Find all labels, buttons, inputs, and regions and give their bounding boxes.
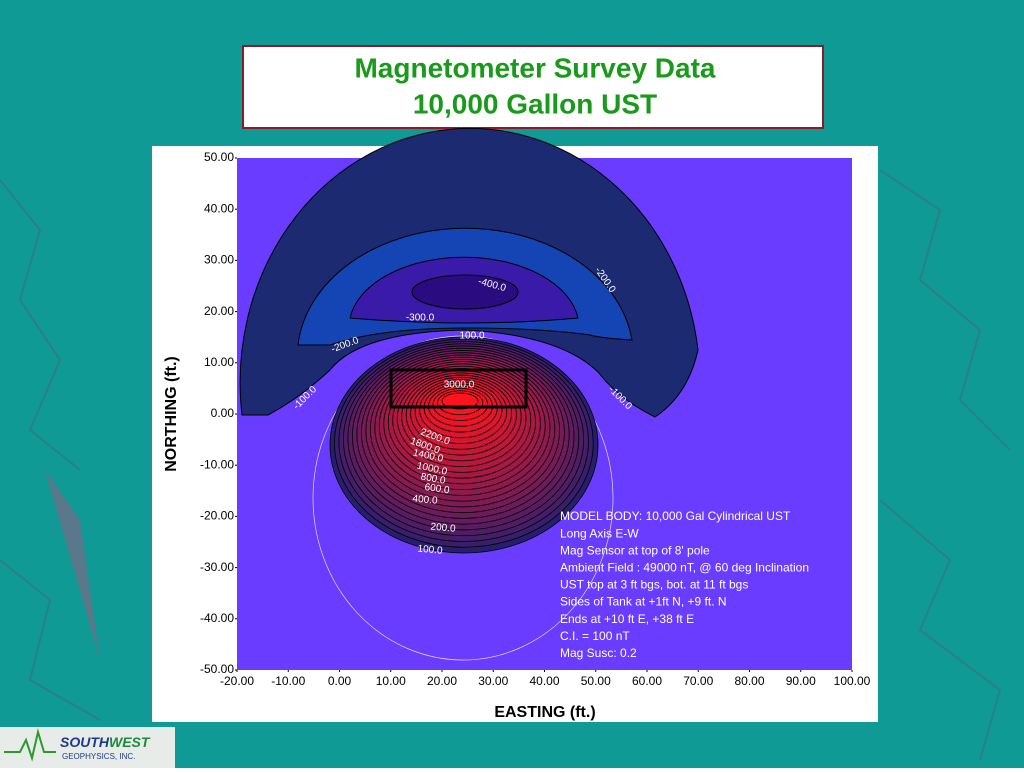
deco-line (0, 179, 81, 471)
contour-label: -300.0 (406, 313, 435, 324)
note-line: Mag Susc: 0.2 (560, 646, 637, 660)
y-tick-label: -10.00 (200, 457, 234, 471)
y-tick-label: -30.00 (200, 560, 234, 574)
title-box (242, 45, 824, 129)
x-tick-label: 20.00 (427, 674, 457, 688)
x-tick-label: 10.00 (376, 674, 406, 688)
y-tick-label: -20.00 (200, 509, 234, 523)
y-tick-label: 30.00 (204, 253, 234, 267)
x-tick-label: 100.00 (834, 674, 871, 688)
chart-title: Magnetometer Survey Data (354, 52, 715, 83)
logo-icon (4, 728, 56, 762)
y-tick-label: 40.00 (204, 201, 234, 215)
deco-line (879, 169, 1011, 451)
contours (239, 127, 699, 661)
contour-label: 200.0 (430, 522, 456, 535)
y-tick-label: 10.00 (204, 355, 234, 369)
x-tick-label: 70.00 (683, 674, 713, 688)
contour-label: 3000.0 (444, 380, 475, 391)
x-tick-label: 0.00 (328, 674, 352, 688)
decoration (0, 169, 1011, 761)
note-line: Ends at +10 ft E, +38 ft E (560, 612, 694, 626)
x-tick-label: 50.00 (581, 674, 611, 688)
x-axis-label: EASTING (ft.) (494, 704, 595, 721)
logo-tagline: GEOPHYSICS, INC. (62, 752, 135, 761)
x-tick-label: 90.00 (786, 674, 816, 688)
notes: MODEL BODY: 10,000 Gal Cylindrical UST Lo… (560, 509, 809, 660)
y-axis-label: NORTHING (ft.) (163, 356, 180, 472)
deco-line (0, 559, 101, 721)
contour-band (441, 392, 479, 410)
note-line: MODEL BODY: 10,000 Gal Cylindrical UST (560, 509, 791, 523)
y-tick-label: -50.00 (200, 662, 234, 676)
contour-label: 100.0 (459, 331, 484, 342)
y-tick-label: 20.00 (204, 304, 234, 318)
compass (45, 470, 100, 660)
note-line: Ambient Field : 49000 nT, @ 60 deg Incli… (560, 560, 809, 574)
chart-subtitle: 10,000 Gallon UST (413, 88, 657, 119)
logo-name: SOUTHWEST (60, 734, 151, 750)
contour-label: 400.0 (412, 494, 438, 507)
note-line: Sides of Tank at +1ft N, +9 ft. N (560, 595, 727, 609)
tank-outline (389, 368, 528, 409)
x-tick-label: 60.00 (632, 674, 662, 688)
note-line: Mag Sensor at top of 8' pole (560, 543, 710, 557)
contour-region (411, 274, 519, 310)
contour-label: 800.0 (420, 472, 447, 487)
note-line: C.I. = 100 nT (560, 629, 630, 643)
contour-label: 600.0 (424, 482, 451, 496)
x-tick-label: 30.00 (478, 674, 508, 688)
contour-line (312, 335, 614, 661)
logo-name-first: SOUTH (60, 734, 110, 750)
x-tick-label: 80.00 (734, 674, 764, 688)
y-tick-label: 0.00 (211, 406, 235, 420)
note-line: Long Axis E-W (560, 526, 639, 540)
y-tick-label: 50.00 (204, 150, 234, 164)
deco-line (879, 499, 1002, 761)
logo-name-second: WEST (109, 734, 151, 750)
x-tick-label: -10.00 (271, 674, 305, 688)
contour-label: 100.0 (417, 544, 443, 557)
note-line: UST top at 3 ft bgs, bot. at 11 ft bgs (560, 578, 748, 592)
x-tick-label: 40.00 (529, 674, 559, 688)
x-tick-label: -20.00 (220, 674, 254, 688)
y-tick-label: -40.00 (200, 611, 234, 625)
